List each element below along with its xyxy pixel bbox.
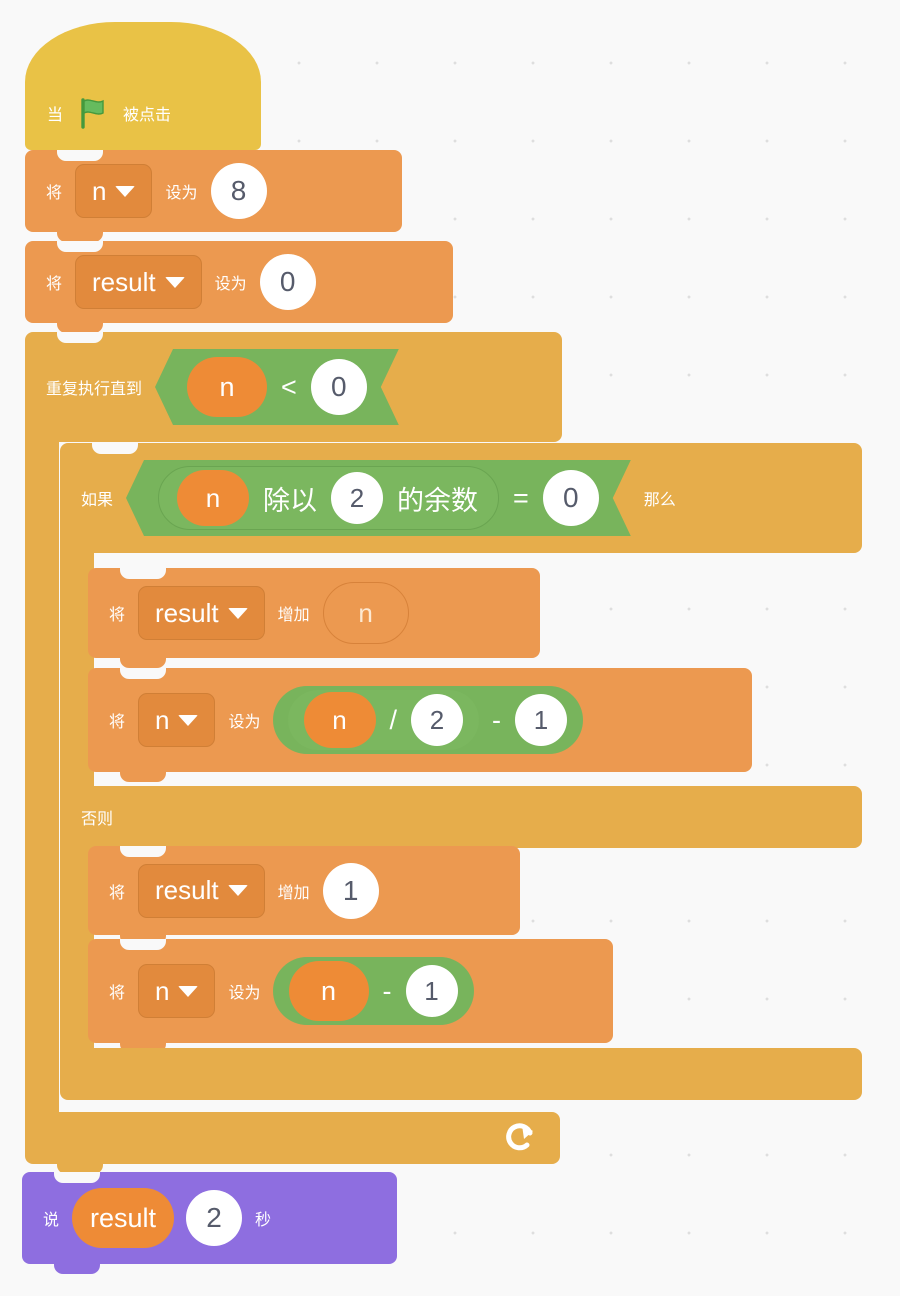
- repeat-until-left-spine: [25, 432, 59, 1112]
- change-verb-label: 将: [109, 884, 126, 902]
- equals-operator-symbol: =: [513, 482, 529, 513]
- block-set-variable-n[interactable]: 将 n 设为 8: [25, 150, 402, 242]
- variable-dropdown-n[interactable]: n: [75, 164, 153, 218]
- clicked-label: 被点击: [123, 107, 172, 124]
- reporter-variable-n[interactable]: n: [187, 357, 267, 417]
- divide-operator-symbol: /: [389, 704, 398, 735]
- assign-label: 设为: [214, 276, 247, 293]
- value-input-n[interactable]: 8: [210, 163, 267, 219]
- condition-less-than[interactable]: n < 0: [155, 349, 399, 425]
- chevron-down-icon: [178, 985, 199, 997]
- mod-label-before: 除以: [263, 485, 318, 516]
- operator-mod[interactable]: n 除以 2 的余数: [158, 466, 499, 530]
- set-verb-label: 将: [109, 714, 126, 731]
- else-label: 否则: [81, 811, 114, 828]
- chevron-down-icon: [227, 607, 248, 619]
- block-if-else-header[interactable]: 如果 n 除以 2 的余数 = 0 那么: [60, 443, 862, 553]
- subtract-operator-symbol: -: [382, 975, 392, 1006]
- block-repeat-until-footer[interactable]: [25, 1112, 560, 1174]
- assign-label: 设为: [165, 185, 198, 202]
- reporter-variable-n[interactable]: n: [288, 961, 369, 1021]
- subtract-right-input[interactable]: 1: [405, 965, 458, 1017]
- change-amount-slot[interactable]: n: [322, 582, 409, 644]
- assign-label: 设为: [228, 985, 261, 1002]
- variable-dropdown-result[interactable]: result: [138, 586, 265, 640]
- variable-dropdown-result-value: result: [155, 875, 219, 905]
- block-if-else-footer[interactable]: [60, 1048, 862, 1100]
- operator-subtract[interactable]: n / 2 - 1: [272, 686, 584, 754]
- chevron-down-icon: [227, 885, 248, 896]
- variable-dropdown-n-value: n: [92, 175, 107, 206]
- change-verb-label: 将: [109, 607, 126, 624]
- block-else-bar[interactable]: 否则: [60, 786, 862, 848]
- subtract-right-input[interactable]: 1: [515, 694, 568, 746]
- block-set-variable-n-minus-one[interactable]: 将 n 设为 n - 1: [88, 939, 613, 1053]
- block-set-variable-result[interactable]: 将 result 设为 0: [25, 241, 453, 333]
- operator-divide[interactable]: n / 2: [287, 690, 480, 750]
- variable-dropdown-result[interactable]: result: [138, 863, 265, 918]
- less-than-operator-symbol: <: [281, 371, 297, 402]
- block-say-for-seconds[interactable]: 说 result 2 秒: [22, 1172, 397, 1274]
- repeat-until-label: 重复执行直到: [46, 381, 143, 398]
- change-by-label: 增加: [277, 607, 310, 624]
- chevron-down-icon: [178, 714, 199, 726]
- value-input-result[interactable]: 0: [259, 254, 316, 310]
- then-label: 那么: [643, 492, 676, 509]
- chevron-down-icon: [164, 276, 185, 288]
- variable-dropdown-n[interactable]: n: [138, 964, 216, 1018]
- loop-arrow-icon: [500, 1119, 538, 1157]
- variable-dropdown-result-value: result: [92, 266, 156, 297]
- variable-dropdown-n[interactable]: n: [138, 693, 216, 747]
- change-amount-input[interactable]: 1: [322, 862, 379, 919]
- block-when-green-flag-clicked[interactable]: 当 被点击: [25, 22, 261, 161]
- mod-divisor-input[interactable]: 2: [331, 472, 383, 524]
- assign-label: 设为: [228, 714, 261, 731]
- subtract-operator-symbol: -: [492, 704, 502, 735]
- mod-label-after: 的余数: [397, 485, 479, 516]
- change-by-label: 增加: [277, 884, 310, 902]
- say-verb-label: 说: [43, 1212, 60, 1229]
- block-change-variable-result-by-one[interactable]: 将 result 增加 1: [88, 846, 520, 945]
- variable-dropdown-result[interactable]: result: [75, 255, 202, 309]
- if-label: 如果: [81, 492, 114, 509]
- block-change-variable-result[interactable]: 将 result 增加 n: [88, 568, 540, 668]
- set-verb-label: 将: [46, 185, 63, 202]
- say-seconds-input[interactable]: 2: [186, 1190, 243, 1246]
- equals-right-input[interactable]: 0: [543, 470, 599, 526]
- set-verb-label: 将: [109, 985, 126, 1002]
- block-set-variable-n-expression[interactable]: 将 n 设为 n / 2 - 1: [88, 668, 752, 782]
- when-label: 当: [47, 107, 64, 124]
- block-repeat-until-header[interactable]: 重复执行直到 n < 0: [25, 332, 562, 442]
- condition-equals[interactable]: n 除以 2 的余数 = 0: [126, 460, 631, 536]
- reporter-variable-result[interactable]: result: [72, 1188, 175, 1248]
- variable-dropdown-n-value: n: [155, 975, 170, 1006]
- reporter-variable-n[interactable]: n: [303, 692, 376, 748]
- divide-right-input[interactable]: 2: [411, 694, 464, 746]
- green-flag-icon: [76, 96, 110, 130]
- variable-dropdown-n-value: n: [155, 704, 170, 735]
- operator-subtract[interactable]: n - 1: [272, 957, 474, 1025]
- seconds-unit-label: 秒: [255, 1212, 272, 1229]
- condition-right-input[interactable]: 0: [311, 359, 367, 415]
- set-verb-label: 将: [46, 276, 63, 293]
- chevron-down-icon: [115, 185, 136, 197]
- reporter-variable-n[interactable]: n: [177, 470, 249, 526]
- variable-dropdown-result-value: result: [155, 597, 219, 628]
